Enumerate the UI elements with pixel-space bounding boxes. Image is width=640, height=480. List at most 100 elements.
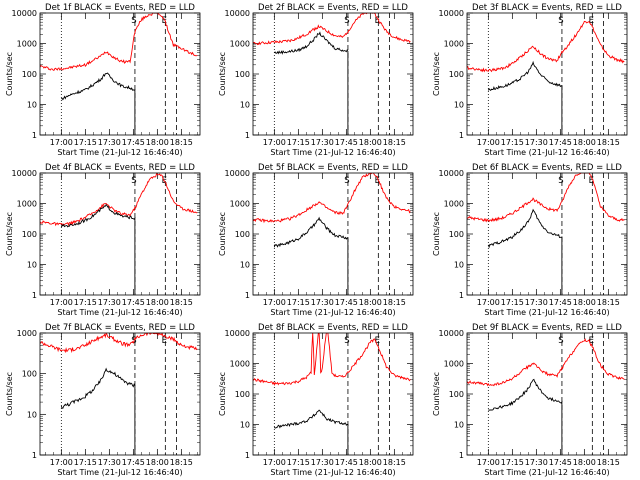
x-tick-label: 17:45: [549, 138, 572, 147]
panel-det-5f: Det 5f BLACK = Events, RED = LLD Counts/s…: [218, 163, 414, 317]
marker-label: E: [589, 176, 594, 186]
x-tick-label: 17:30: [525, 138, 548, 147]
marker-label: S: [131, 16, 136, 26]
x-tick-label: 17:00: [477, 298, 500, 307]
y-tick-label: 10: [27, 410, 37, 419]
y-tick-label: 10: [27, 101, 37, 110]
x-tick-label: 18:15: [597, 458, 620, 467]
x-tick-label: 17:45: [335, 138, 358, 147]
y-tick-label: 10000: [225, 329, 250, 338]
series-group: [467, 337, 625, 455]
y-tick-label: 1000: [230, 200, 250, 209]
marker-label: S: [558, 176, 563, 186]
x-tick-label: 17:00: [50, 298, 73, 307]
y-tick-label: 10: [240, 421, 250, 430]
y-tick-label: 10: [454, 421, 464, 430]
panel-det-7f: Det 7f BLACK = Events, RED = LLD Counts/s…: [5, 323, 201, 477]
panel-det-3f: Det 3f BLACK = Events, RED = LLD Counts/s…: [432, 3, 628, 157]
x-tick-label: 17:15: [74, 458, 97, 467]
x-tick-label: 17:15: [501, 298, 524, 307]
series-group: [40, 333, 198, 455]
panel-det-4f: Det 4f BLACK = Events, RED = LLD Counts/s…: [5, 163, 201, 317]
x-tick-label: 17:15: [287, 458, 310, 467]
panel-det-2f: Det 2f BLACK = Events, RED = LLD Counts/s…: [218, 3, 414, 157]
x-tick-label: 18:00: [146, 298, 169, 307]
x-tick-label: 18:00: [146, 458, 169, 467]
x-tick-label: 17:15: [74, 298, 97, 307]
x-tick-label: 18:15: [597, 298, 620, 307]
x-tick-label: 18:00: [573, 458, 596, 467]
y-tick-label: 100: [22, 70, 37, 79]
y-tick-label: 1000: [230, 360, 250, 369]
y-tick-label: 10: [454, 101, 464, 110]
x-axis-label: Start Time (21-Jul-12 16:46:40): [484, 148, 609, 157]
panel-title: Det 7f BLACK = Events, RED = LLD: [45, 323, 195, 333]
y-tick-label: 100: [449, 390, 464, 399]
plot-frame: [466, 332, 628, 456]
series-events-black: [488, 378, 563, 455]
x-tick-label: 17:30: [525, 458, 548, 467]
series-group: [253, 173, 411, 295]
marker-label: E: [375, 336, 380, 346]
series-lld-red: [40, 13, 198, 71]
series-lld-red: [253, 333, 411, 386]
marker-label: E: [589, 336, 594, 346]
marker-label: E: [162, 336, 167, 346]
y-tick-label: 1: [459, 291, 464, 300]
x-tick-label: 17:30: [311, 458, 334, 467]
x-tick-label: 17:30: [311, 298, 334, 307]
series-lld-red: [40, 173, 198, 227]
x-tick-label: 17:45: [549, 298, 572, 307]
series-events-black: [61, 72, 136, 135]
x-tick-label: 18:15: [170, 458, 193, 467]
panel-title: Det 2f BLACK = Events, RED = LLD: [258, 3, 408, 13]
series-group: [467, 20, 625, 135]
plot-frame: [39, 332, 201, 456]
x-tick-label: 17:45: [549, 458, 572, 467]
series-group: [253, 333, 411, 455]
y-tick-label: 10000: [439, 329, 464, 338]
x-tick-label: 17:15: [287, 138, 310, 147]
y-axis-label: Counts/sec: [432, 372, 441, 416]
x-axis-label: Start Time (21-Jul-12 16:46:40): [57, 308, 182, 317]
y-tick-label: 100: [235, 230, 250, 239]
y-axis-label: Counts/sec: [218, 212, 227, 256]
y-tick-label: 1000: [17, 200, 37, 209]
x-tick-label: 18:00: [146, 138, 169, 147]
x-tick-label: 17:30: [98, 458, 121, 467]
series-lld-red: [253, 173, 411, 224]
x-tick-label: 17:30: [525, 298, 548, 307]
plot-frame: [252, 172, 414, 296]
panel-det-6f: Det 6f BLACK = Events, RED = LLD Counts/s…: [432, 163, 628, 317]
series-events-black: [487, 208, 563, 295]
panel-title: Det 8f BLACK = Events, RED = LLD: [258, 323, 408, 333]
series-lld-red: [253, 13, 411, 46]
x-tick-label: 17:45: [122, 298, 145, 307]
x-tick-label: 17:15: [501, 458, 524, 467]
series-group: [253, 13, 411, 135]
x-tick-label: 18:00: [359, 298, 382, 307]
series-events-black: [487, 60, 563, 135]
y-tick-label: 1: [32, 451, 37, 460]
y-tick-label: 100: [235, 390, 250, 399]
y-tick-label: 1000: [444, 200, 464, 209]
plot-frame: [39, 12, 201, 136]
plot-frame: [39, 172, 201, 296]
plot-frame: [252, 12, 414, 136]
marker-label: S: [558, 16, 563, 26]
series-lld-red: [467, 20, 625, 73]
marker-label: S: [558, 336, 563, 346]
y-tick-label: 100: [22, 370, 37, 379]
x-tick-label: 17:00: [263, 458, 286, 467]
marker-label: S: [344, 16, 349, 26]
marker-label: S: [344, 176, 349, 186]
y-tick-label: 1000: [230, 40, 250, 49]
y-tick-label: 10: [240, 101, 250, 110]
x-tick-label: 17:45: [335, 458, 358, 467]
x-axis-label: Start Time (21-Jul-12 16:46:40): [57, 468, 182, 477]
x-tick-label: 18:15: [597, 138, 620, 147]
x-tick-label: 17:00: [263, 138, 286, 147]
y-tick-label: 100: [235, 70, 250, 79]
y-tick-label: 1000: [444, 40, 464, 49]
